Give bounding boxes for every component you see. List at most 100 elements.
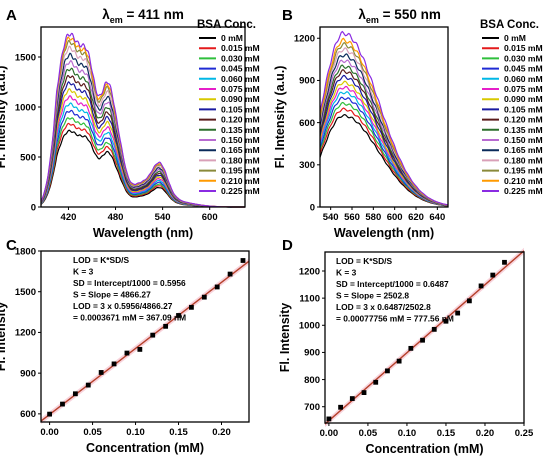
panel-c-data-point [150,332,156,338]
panel-c-data-point [47,411,52,417]
panel-a-legend-label: 0.105 mM [221,104,260,114]
panel-c-plot-frame [40,250,250,423]
panel-c-x-axis-title: Concentration (mM) [86,441,204,455]
panel-a: A λem = 411 nm 420 480 540 600 0 500 1000 1500 Wa… [0,7,260,240]
panel-c-data-point [72,391,78,397]
panel-b-y-tick-label: 0 [310,202,315,213]
panel-d-x-tick-label: 0.20 [476,428,495,439]
panel-b-legend-label: 0.090 mM [504,94,543,104]
panel-d-y-tick-label: 1100 [299,293,320,304]
panel-d-fit-line [324,250,525,425]
panel-b-spectrum-line [319,91,449,207]
panel-b-spectrum-line [319,41,449,206]
panel-b-x-tick-label: 600 [387,212,403,223]
panel-b-spectrum-line [319,30,449,206]
panel-c-letter: C [6,237,17,254]
panel-c-annotation-line: LOD = K*SD/S [73,255,129,265]
panel-d-data-point [408,345,414,351]
panel-d-data-point [326,416,332,422]
panel-b-legend-label: 0.045 mM [504,64,543,74]
panel-c-y-tick-label: 1200 [15,328,36,339]
panel-b-legend-label: 0.165 mM [504,145,543,155]
panel-d-y-tick-label: 700 [304,402,320,413]
panel-b-legend-label: 0.225 mM [504,186,543,196]
panel-a-legend-label: 0.180 mM [221,155,260,165]
panel-b-x-tick-label: 620 [408,212,424,223]
panel-a-spectrum-line [40,122,245,208]
panel-a-legend-label: 0.120 mM [221,115,260,125]
panel-c-data-point [98,370,104,375]
panel-d-data-point [396,358,402,364]
panel-c-data-point [214,284,220,290]
panel-c-annotation-line: S = Slope = 4866.27 [73,290,151,300]
panel-b-legend-label: 0 mM [504,33,526,43]
panel-b-spectrum-line [319,85,449,207]
panel-d-data-point [466,298,472,304]
panel-c-x-tick-label: 0.10 [126,427,145,438]
panel-d-y-tick-label: 1200 [299,266,320,277]
panel-b-legend-title: BSA Conc. [480,19,539,31]
panel-a-legend-label: 0.075 mM [221,84,260,94]
panel-a-legend-label: 0.225 mM [221,186,260,196]
panel-d-annotation-line: SD = Intercept/1000 = 0.6487 [336,279,449,289]
panel-d-y-tick-label: 1000 [299,321,320,332]
panel-c-data-point [176,313,181,318]
panel-d-data-point [443,318,449,324]
panel-c-x-tick-label: 0.05 [83,427,102,438]
panel-d-data-point [502,259,507,265]
panel-b-header: λem = 550 nm [358,7,440,25]
panel-c-x-tick-label: 0.20 [212,427,231,438]
panel-b-legend-label: 0.075 mM [504,84,543,94]
panel-a-plot-frame [40,26,246,208]
panel-d-data-point [420,337,425,343]
panel-c-data-point [163,323,169,329]
panel-b-spectrum-line [319,96,449,207]
panel-b-legend-label: 0.120 mM [504,115,543,125]
panel-c-y-axis-title: Fl. Intensity [0,302,8,372]
panel-b-spectrum-line [319,69,449,206]
panel-c-data-point [85,382,91,388]
panel-b: B λem = 550 nm 540 560 580 600 620 640 0 300 600 9… [273,7,543,240]
panel-d: D 0.00 0.05 0.10 0.15 0.20 0.25 700 800 900 1000 1… [278,237,534,456]
panel-a-legend-label: 0.060 mM [221,74,260,84]
panel-b-legend-label: 0.015 mM [504,43,543,53]
panel-b-spectrum-line [319,47,449,206]
panel-d-data-point [431,326,437,332]
panel-a-spectrum-line [40,74,245,208]
panel-b-legend-label: 0.105 mM [504,104,543,114]
panel-b-x-tick-label: 560 [344,212,360,223]
panel-a-legend-label: 0 mM [221,33,243,43]
panel-a-legend-label: 0.210 mM [221,176,260,186]
panel-b-legend-label: 0.150 mM [504,135,543,145]
panel-b-legend-label: 0.180 mM [504,155,543,165]
panel-d-x-tick-label: 0.00 [320,428,339,439]
panel-b-y-tick-label: 300 [299,160,315,171]
panel-a-y-tick-label: 0 [31,202,36,213]
panel-c-y-tick-label: 900 [20,368,36,379]
panel-a-spectrum-line [40,129,245,208]
panel-a-legend-label: 0.165 mM [221,145,260,155]
panel-c-annotation-line: SD = Intercept/1000 = 0.5956 [73,278,186,288]
panel-d-x-axis-title: Concentration (mM) [365,442,483,456]
panel-a-x-tick-label: 600 [202,212,218,223]
panel-a-y-tick-label: 500 [20,152,36,163]
panel-b-legend-label: 0.210 mM [504,176,543,186]
panel-d-data-point [338,404,344,410]
panel-c-annotation-line: K = 3 [73,267,94,277]
panel-c-y-tick-label: 1500 [15,287,36,298]
panel-d-y-tick-label: 800 [304,375,320,386]
panel-a-legend-label: 0.150 mM [221,135,260,145]
panel-c-annotation-line: LOD = 3 x 0.5956/4866.27 [73,301,173,311]
panel-a-legend-label: 0.090 mM [221,94,260,104]
panel-a-spectrum-line [40,81,245,208]
panel-c-annotation-line: = 0.0003671 mM = 367.09 nM [73,313,186,323]
panel-a-y-tick-label: 1000 [15,102,36,113]
panel-b-legend-label: 0.060 mM [504,74,543,84]
panel-b-legend-label: 0.135 mM [504,125,543,135]
panel-d-annotation-line: LOD = 3 x 0.6487/2502.8 [336,302,431,312]
panel-b-legend-label: 0.030 mM [504,53,543,63]
panel-d-annotation-line: LOD = K*SD/S [336,256,392,266]
panel-d-data-point [490,272,496,278]
panel-d-y-tick-label: 900 [304,348,320,359]
